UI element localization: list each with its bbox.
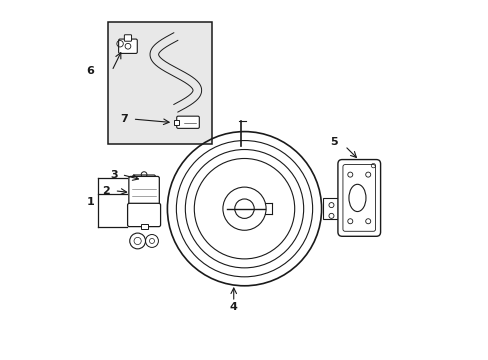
Bar [108, 22, 212, 144]
FancyBboxPatch shape [128, 176, 159, 205]
FancyBboxPatch shape [176, 116, 199, 129]
FancyBboxPatch shape [337, 159, 380, 236]
Text: 6: 6 [86, 66, 94, 76]
FancyBboxPatch shape [119, 39, 137, 53]
Bar [323, 198, 339, 220]
Text: 5: 5 [330, 138, 337, 147]
FancyBboxPatch shape [133, 175, 155, 192]
Bar [174, 120, 179, 125]
Text: 3: 3 [110, 170, 118, 180]
Text: 1: 1 [86, 197, 94, 207]
Text: 4: 4 [229, 302, 237, 312]
FancyBboxPatch shape [342, 165, 375, 231]
FancyBboxPatch shape [127, 203, 160, 226]
FancyBboxPatch shape [124, 35, 131, 41]
Text: 2: 2 [102, 186, 110, 196]
Text: 7: 7 [120, 114, 128, 124]
Bar [140, 224, 147, 229]
